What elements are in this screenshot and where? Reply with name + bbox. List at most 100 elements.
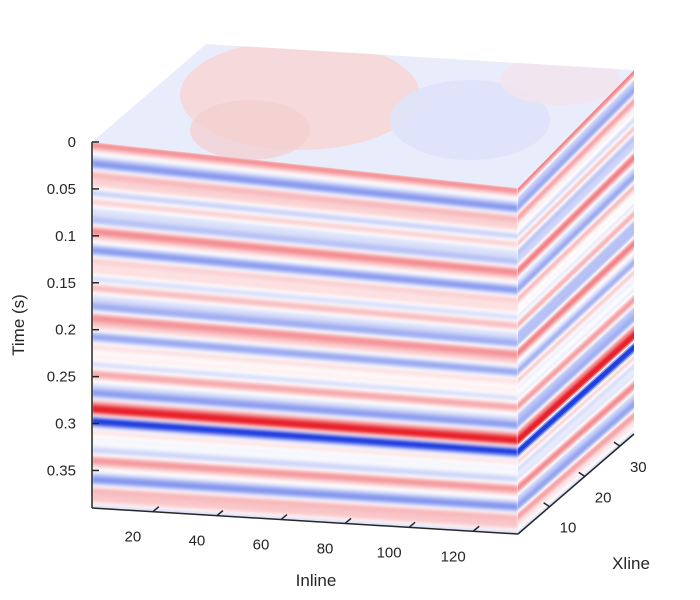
x-axis-ticks: 20 40 60 80 100 120 bbox=[125, 506, 480, 565]
side-band bbox=[518, 245, 634, 358]
side-band bbox=[518, 135, 634, 253]
y-axis-label: Xline bbox=[612, 554, 650, 573]
x-tick-label: 100 bbox=[377, 544, 402, 561]
side-band bbox=[518, 198, 634, 313]
side-band bbox=[518, 70, 634, 191]
side-band bbox=[518, 224, 634, 338]
side-band bbox=[518, 387, 634, 493]
side-band bbox=[518, 314, 634, 423]
side-band bbox=[518, 329, 634, 438]
x-tick-mark bbox=[408, 521, 416, 528]
side-band bbox=[518, 193, 634, 308]
side-band bbox=[518, 71, 634, 193]
side-band bbox=[518, 155, 634, 272]
side-band bbox=[518, 325, 634, 434]
side-band bbox=[518, 260, 634, 372]
side-band bbox=[518, 79, 634, 200]
y-axis-ticks: 10 20 30 bbox=[543, 441, 647, 537]
x-tick-mark bbox=[472, 525, 480, 532]
y-tick-mark bbox=[613, 441, 621, 447]
side-band bbox=[518, 409, 634, 514]
side-band bbox=[518, 389, 634, 494]
side-band bbox=[518, 221, 634, 335]
z-tick-label: 0.25 bbox=[47, 369, 76, 386]
side-band bbox=[518, 163, 634, 280]
z-tick: 0.2 bbox=[55, 322, 99, 339]
side-band bbox=[518, 183, 634, 299]
side-band bbox=[518, 344, 634, 452]
side-band bbox=[518, 101, 634, 221]
side-band bbox=[518, 307, 634, 416]
side-band bbox=[518, 176, 634, 292]
y-tick-label: 10 bbox=[560, 520, 577, 537]
side-band bbox=[518, 271, 634, 383]
side-band bbox=[518, 295, 634, 406]
side-band bbox=[518, 266, 634, 377]
side-band bbox=[518, 372, 634, 478]
x-tick: 120 bbox=[441, 525, 480, 565]
side-band bbox=[518, 165, 634, 281]
side-band bbox=[518, 228, 634, 342]
side-band bbox=[518, 159, 634, 276]
x-tick-mark bbox=[216, 510, 224, 517]
side-band bbox=[518, 378, 634, 484]
side-band bbox=[518, 191, 634, 306]
side-band bbox=[518, 150, 634, 267]
side-band bbox=[518, 426, 634, 530]
side-band bbox=[518, 116, 634, 235]
y-tick-mark bbox=[543, 502, 551, 508]
side-band bbox=[518, 180, 634, 296]
side-band bbox=[518, 385, 634, 491]
side-band bbox=[518, 262, 634, 374]
side-band bbox=[518, 340, 634, 448]
side-band bbox=[518, 335, 634, 443]
y-tick-label: 20 bbox=[595, 489, 612, 506]
side-band bbox=[518, 182, 634, 297]
side-band bbox=[518, 174, 634, 290]
side-band bbox=[518, 420, 634, 524]
side-band bbox=[518, 346, 634, 453]
side-band bbox=[518, 133, 634, 251]
side-band bbox=[518, 204, 634, 319]
x-tick-mark bbox=[344, 517, 352, 525]
side-band bbox=[518, 363, 634, 469]
y-tick-mark bbox=[578, 471, 586, 478]
side-band bbox=[518, 83, 634, 203]
side-band bbox=[518, 275, 634, 386]
z-tick-label: 0 bbox=[68, 134, 76, 151]
side-band bbox=[518, 142, 634, 260]
side-band bbox=[518, 249, 634, 361]
y-tick-label: 30 bbox=[630, 459, 647, 476]
z-tick-label: 0.05 bbox=[47, 181, 76, 198]
side-band bbox=[518, 351, 634, 459]
x-tick: 20 bbox=[125, 506, 160, 546]
side-band bbox=[518, 312, 634, 422]
side-band bbox=[518, 288, 634, 398]
side-band bbox=[518, 109, 634, 228]
side-band bbox=[518, 118, 634, 237]
side-band bbox=[518, 124, 634, 242]
y-tick: 20 bbox=[578, 471, 612, 506]
x-tick: 40 bbox=[189, 510, 224, 550]
side-band bbox=[518, 127, 634, 246]
z-tick: 0 bbox=[68, 134, 99, 151]
side-band bbox=[518, 269, 634, 381]
side-band bbox=[518, 338, 634, 446]
side-band bbox=[518, 322, 634, 430]
side-band bbox=[518, 318, 634, 427]
side-band bbox=[518, 359, 634, 466]
y-tick: 10 bbox=[543, 502, 577, 537]
side-band bbox=[518, 189, 634, 304]
z-tick-label: 0.35 bbox=[47, 462, 76, 479]
side-band bbox=[518, 120, 634, 239]
side-band bbox=[518, 407, 634, 512]
side-band bbox=[518, 157, 634, 274]
side-band bbox=[518, 282, 634, 393]
side-band bbox=[518, 168, 634, 285]
z-axis-ticks: 0 0.05 0.1 0.15 0.2 0.25 0.3 0.35 bbox=[47, 134, 99, 479]
side-band bbox=[518, 200, 634, 315]
side-band bbox=[518, 178, 634, 294]
side-band bbox=[518, 342, 634, 450]
z-tick-label: 0.1 bbox=[55, 228, 76, 245]
side-band bbox=[518, 417, 634, 521]
